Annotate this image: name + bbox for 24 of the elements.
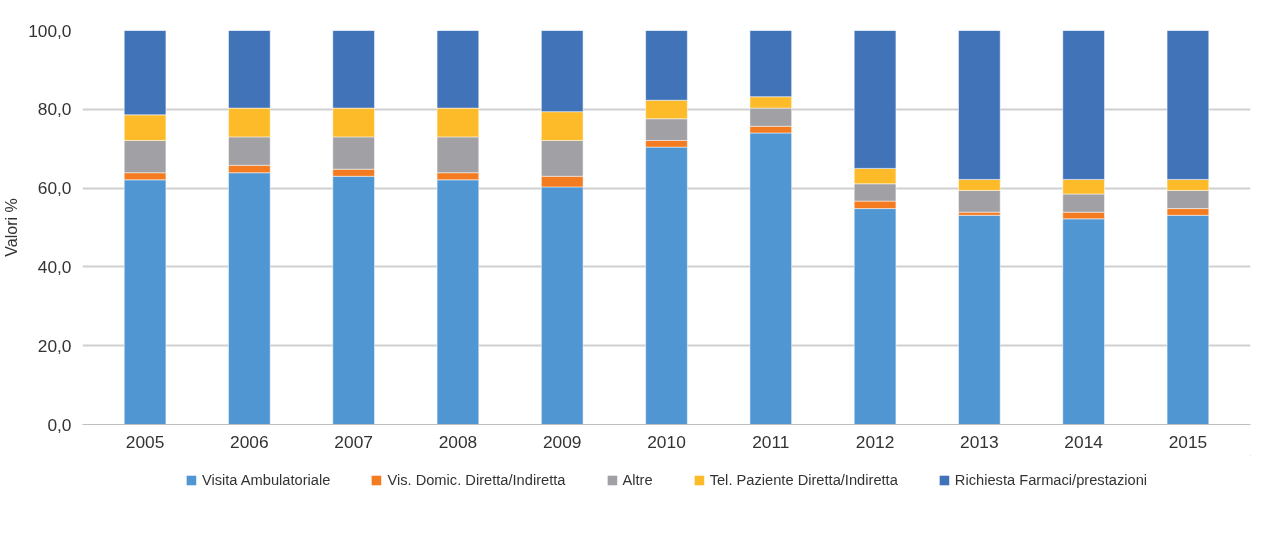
bar	[958, 215, 1001, 425]
x-tick-label: 2013	[960, 431, 999, 452]
y-tick-label: 40,0	[37, 256, 72, 277]
x-tick-label: 2011	[752, 431, 790, 452]
x-tick-label: 2015	[1168, 431, 1208, 452]
x-tick-label: 2009	[542, 431, 582, 452]
y-tick-label: 60,0	[37, 178, 72, 199]
legend-label: Richiesta Farmaci/prestazioni	[954, 472, 1148, 488]
legend-label: Vis. Domic. Diretta/Indiretta	[387, 472, 566, 488]
legend-label: Visita Ambulatoriale	[201, 472, 331, 488]
x-tick-label: 2012	[855, 431, 895, 452]
y-tick-label: 20,0	[37, 335, 72, 356]
y-tick-label: 0,0	[47, 414, 72, 435]
x-tick-label: 2007	[334, 431, 373, 452]
legend-label: Tel. Paziente Diretta/Indiretta	[709, 472, 898, 488]
x-tick-label: 2014	[1064, 431, 1104, 452]
y-axis-title: Valori %	[3, 198, 21, 257]
x-tick-label: 2006	[230, 431, 269, 452]
x-tick-label: 2008	[438, 431, 478, 452]
y-tick-label: 80,0	[37, 99, 72, 120]
legend-label: Altre	[622, 472, 653, 488]
y-tick-label: 100,0	[28, 20, 72, 41]
x-tick-label: 2010	[647, 431, 686, 452]
x-tick-label: 2005	[125, 431, 165, 452]
